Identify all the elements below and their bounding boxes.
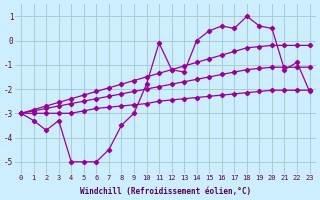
X-axis label: Windchill (Refroidissement éolien,°C): Windchill (Refroidissement éolien,°C) bbox=[80, 187, 251, 196]
